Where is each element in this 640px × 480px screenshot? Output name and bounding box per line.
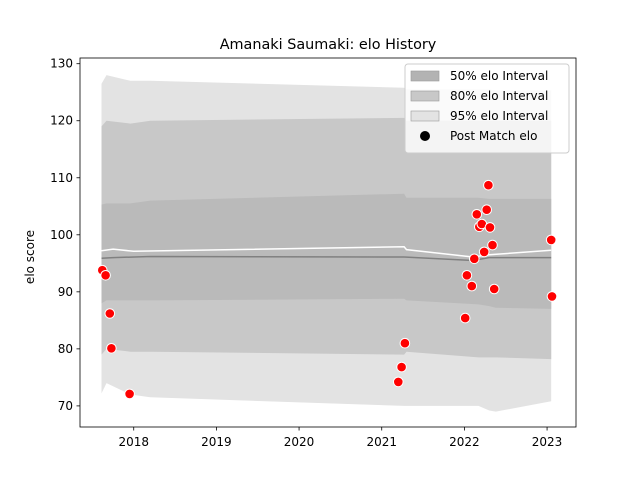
y-tick-label: 130 xyxy=(50,57,73,71)
data-point xyxy=(469,253,480,265)
data-point xyxy=(545,234,557,246)
data-point xyxy=(124,388,135,400)
legend-label: Post Match elo xyxy=(450,129,537,143)
data-point xyxy=(393,376,404,388)
legend-swatch xyxy=(410,70,440,82)
band-50-interval xyxy=(101,193,552,309)
legend-label: 80% elo Interval xyxy=(450,89,548,103)
data-point xyxy=(461,270,473,281)
x-tick-label: 2023 xyxy=(532,435,563,449)
data-point xyxy=(487,239,498,251)
data-point xyxy=(106,343,117,354)
mean-elo-line xyxy=(101,255,552,262)
data-point xyxy=(481,204,493,215)
data-point xyxy=(396,361,407,373)
x-tick-label: 2022 xyxy=(449,435,480,449)
chart-title: Amanaki Saumaki: elo History xyxy=(220,37,437,53)
data-point xyxy=(488,283,500,295)
y-tick-label: 70 xyxy=(58,399,73,413)
legend-box xyxy=(404,63,570,154)
axes-frame xyxy=(79,57,577,428)
axes: 2018 2019 2020 2021 2022 2023 70 80 90 100 110 120 1… xyxy=(50,57,577,449)
plot-area xyxy=(97,75,558,412)
legend-label: 95% elo Interval xyxy=(450,109,548,123)
y-tick-label: 100 xyxy=(50,228,73,242)
x-tick-label: 2018 xyxy=(118,435,149,449)
data-point xyxy=(471,209,483,220)
data-point xyxy=(466,280,478,292)
data-point xyxy=(399,337,411,349)
y-axis-label: elo score xyxy=(23,230,37,284)
x-tick-label: 2020 xyxy=(284,435,315,449)
data-point xyxy=(484,222,496,233)
y-tick-label: 90 xyxy=(58,285,73,299)
x-tick-label: 2019 xyxy=(201,435,232,449)
legend-marker xyxy=(420,131,430,141)
y-tick-label: 110 xyxy=(50,171,73,185)
legend-swatch xyxy=(410,110,440,122)
data-point xyxy=(483,179,494,191)
x-tick-label: 2021 xyxy=(366,435,397,449)
data-point xyxy=(546,291,558,302)
legend-label: 50% elo Interval xyxy=(450,69,548,83)
y-tick-label: 120 xyxy=(50,114,73,128)
legend: 50% elo Interval 80% elo Interval 95% elo … xyxy=(404,63,570,154)
legend-swatch xyxy=(410,90,440,102)
data-point xyxy=(459,312,471,324)
data-point xyxy=(100,270,111,281)
data-point xyxy=(104,308,116,319)
data-point xyxy=(478,246,490,258)
y-tick-label: 80 xyxy=(58,342,73,356)
